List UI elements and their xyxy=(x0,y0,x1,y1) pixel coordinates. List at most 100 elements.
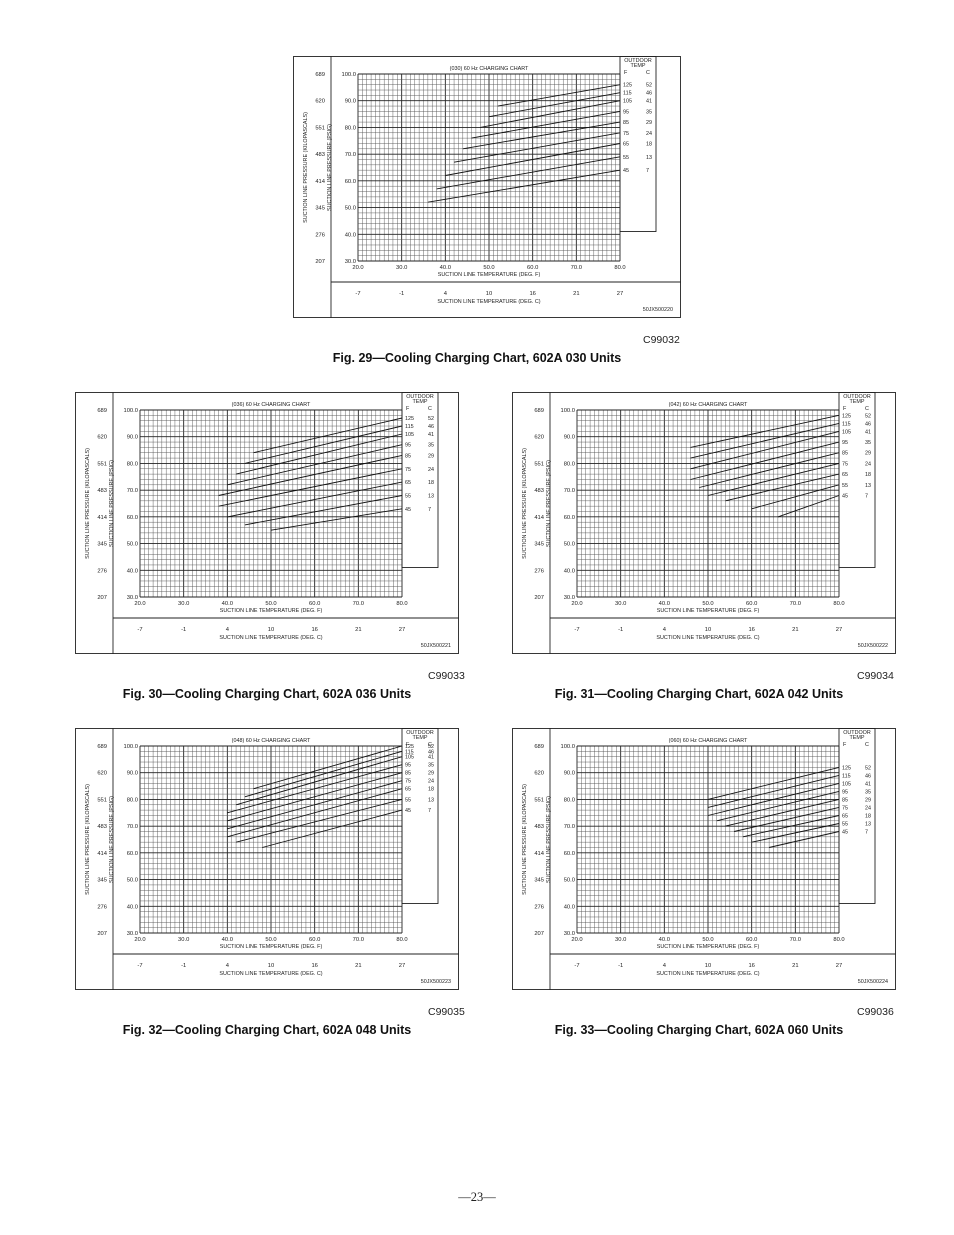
series-line-125 xyxy=(707,766,840,800)
legend-c-value: 29 xyxy=(865,797,871,803)
legend-f-value: 65 xyxy=(842,472,848,478)
chart-title: (042) 60 Hz CHARGING CHART xyxy=(669,402,748,408)
y-tick-kpa: 551 xyxy=(534,461,544,467)
series-line-125 xyxy=(497,84,621,107)
y-axis-label-kpa: SUCTION LINE PRESSURE (KILOPASCALS) xyxy=(522,784,528,895)
legend-c-value: 24 xyxy=(865,805,871,811)
legend-c-value: 52 xyxy=(865,413,871,419)
series-line-65 xyxy=(445,143,621,176)
y-tick-kpa: 345 xyxy=(534,878,544,884)
legend-c-value: 29 xyxy=(865,451,871,457)
y-tick-psig: 40.0 xyxy=(345,232,356,238)
x-tick-f: 30.0 xyxy=(615,937,626,943)
y-axis-label-kpa: SUCTION LINE PRESSURE (KILOPASCALS) xyxy=(85,448,91,559)
x-tick-f: 40.0 xyxy=(222,601,233,607)
x-tick-c: -7 xyxy=(137,963,142,969)
series-line-115 xyxy=(690,422,840,459)
y-tick-kpa: 551 xyxy=(97,461,107,467)
legend-f-value: 105 xyxy=(405,755,414,761)
chart-frame xyxy=(293,56,681,318)
legend-f-value: 55 xyxy=(623,155,629,161)
legend-title: TEMP xyxy=(631,63,646,69)
x-tick-c: 4 xyxy=(226,627,230,633)
y-tick-kpa: 483 xyxy=(534,824,544,830)
x-tick-c: 10 xyxy=(705,963,711,969)
series-line-55 xyxy=(751,823,840,843)
drawing-number: 50JX500221 xyxy=(421,643,451,649)
legend-f-value: 115 xyxy=(405,424,414,430)
series-line-55 xyxy=(244,495,403,526)
x-tick-c: 21 xyxy=(573,291,579,297)
figure-caption: Fig. 32—Cooling Charging Chart, 602A 048… xyxy=(122,1023,412,1037)
legend-title: TEMP xyxy=(413,399,428,405)
y-tick-kpa: 276 xyxy=(315,232,325,238)
legend-c-value: 13 xyxy=(865,483,871,489)
legend-title: OUTDOOR xyxy=(406,394,434,400)
x-axis-label-c: SUCTION LINE TEMPERATURE (DEG. C) xyxy=(437,299,540,305)
series-line-105 xyxy=(480,100,621,128)
legend-c-value: 29 xyxy=(646,120,652,126)
y-tick-psig: 100.0 xyxy=(341,72,356,78)
y-tick-psig: 80.0 xyxy=(345,125,356,131)
series-line-85 xyxy=(699,452,840,488)
y-tick-kpa: 551 xyxy=(534,797,544,803)
legend-c-value: 35 xyxy=(428,443,434,449)
y-tick-kpa: 551 xyxy=(97,797,107,803)
legend-f-value: 125 xyxy=(842,765,851,771)
y-tick-psig: 70.0 xyxy=(127,824,138,830)
legend-c-value: 46 xyxy=(865,773,871,779)
legend-c-value: 46 xyxy=(428,749,434,755)
y-tick-kpa: 620 xyxy=(534,771,544,777)
x-tick-f: 60.0 xyxy=(527,265,538,271)
y-axis-label-kpa: SUCTION LINE PRESSURE (KILOPASCALS) xyxy=(303,112,309,223)
legend-c-value: 52 xyxy=(865,765,871,771)
legend-c-value: 46 xyxy=(865,421,871,427)
y-tick-psig: 30.0 xyxy=(564,931,575,937)
y-tick-psig: 30.0 xyxy=(564,595,575,601)
x-tick-c: 16 xyxy=(748,963,754,969)
x-tick-f: 20.0 xyxy=(134,937,145,943)
legend-f-value: 45 xyxy=(623,168,629,174)
y-tick-psig: 80.0 xyxy=(127,797,138,803)
y-tick-psig: 70.0 xyxy=(564,488,575,494)
drawing-number: 50JX500224 xyxy=(858,979,888,985)
x-tick-c: 10 xyxy=(268,963,274,969)
y-axis-label-psig: SUCTION LINE PRESSURE (PSIG) xyxy=(109,796,115,883)
y-tick-kpa: 689 xyxy=(534,408,544,414)
legend-f-value: 95 xyxy=(405,763,411,769)
series-line-95 xyxy=(227,444,403,486)
series-line-65 xyxy=(227,481,403,518)
y-tick-psig: 60.0 xyxy=(345,179,356,185)
legend-c-value: 35 xyxy=(865,440,871,446)
y-tick-psig: 30.0 xyxy=(127,931,138,937)
chart-frame xyxy=(512,392,896,654)
x-tick-f: 50.0 xyxy=(702,601,713,607)
legend-box xyxy=(401,728,439,904)
y-tick-kpa: 483 xyxy=(534,488,544,494)
x-tick-c: 10 xyxy=(705,627,711,633)
series-line-85 xyxy=(462,121,621,150)
y-tick-psig: 100.0 xyxy=(123,744,138,750)
legend-c-value: 18 xyxy=(428,787,434,793)
legend-f-value: 85 xyxy=(842,797,848,803)
legend-f-value: 125 xyxy=(405,744,414,750)
legend-c-value: 7 xyxy=(865,829,868,835)
legend-title: OUTDOOR xyxy=(624,58,652,64)
y-tick-psig: 70.0 xyxy=(564,824,575,830)
x-tick-f: 40.0 xyxy=(659,601,670,607)
x-tick-f: 30.0 xyxy=(178,937,189,943)
series-line-45 xyxy=(427,169,621,203)
y-tick-kpa: 414 xyxy=(315,179,325,185)
figure-31: (042) 60 Hz CHARGING CHART OUTDOOR TEMP F C 1… xyxy=(512,392,896,654)
x-tick-f: 60.0 xyxy=(309,937,320,943)
series-line-55 xyxy=(235,798,403,843)
legend-f-header: F xyxy=(843,742,847,748)
chart-title: (036) 60 Hz CHARGING CHART xyxy=(232,402,311,408)
figure-caption: Fig. 30—Cooling Charging Chart, 602A 036… xyxy=(122,687,412,701)
legend-c-value: 29 xyxy=(428,453,434,459)
x-tick-f: 30.0 xyxy=(615,601,626,607)
x-tick-c: 4 xyxy=(226,963,230,969)
